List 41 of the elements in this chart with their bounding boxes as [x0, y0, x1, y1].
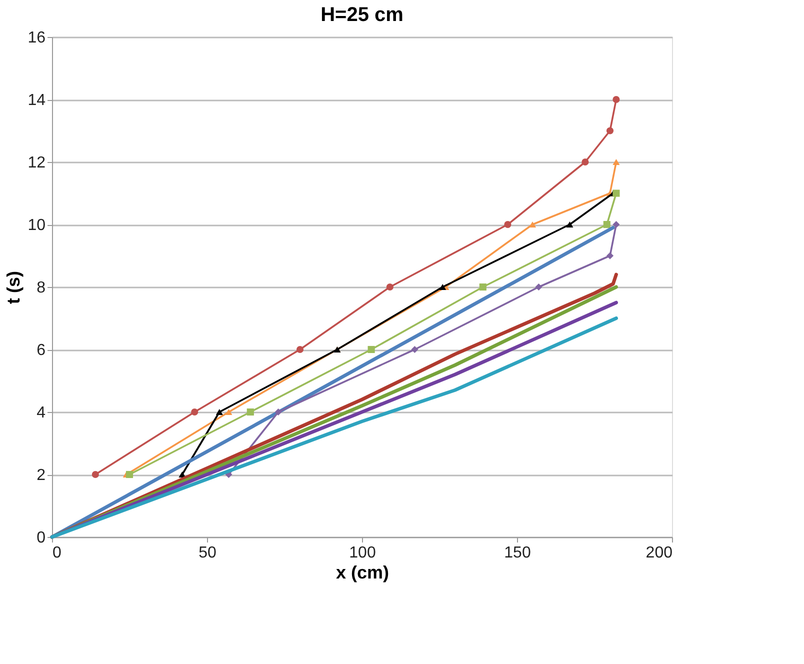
y-tick-label: 10 — [28, 217, 46, 234]
y-tick-label: 0 — [36, 530, 46, 546]
y-tick-label: 4 — [36, 404, 46, 422]
x-tick-label: 150 — [504, 544, 531, 562]
point — [92, 470, 99, 478]
point — [191, 408, 198, 416]
y-tick-label: 8 — [36, 280, 46, 296]
point — [368, 346, 375, 354]
x-tick-label: 0 — [52, 544, 62, 562]
x-tick-label: 100 — [349, 544, 376, 562]
y-tick-label: 6 — [36, 342, 46, 359]
x-tick-label: 50 — [198, 544, 216, 562]
chart-title: H=25 cm — [320, 4, 404, 26]
point — [479, 283, 486, 291]
point — [612, 190, 620, 197]
y-axis-title: t (s) — [4, 271, 24, 304]
point — [274, 408, 282, 416]
point — [566, 221, 574, 228]
point — [535, 283, 542, 291]
point — [606, 252, 614, 260]
point — [225, 408, 232, 416]
point — [439, 284, 446, 290]
point — [504, 220, 512, 228]
point — [411, 346, 418, 354]
y-tick-label: 16 — [28, 30, 46, 46]
point — [612, 96, 620, 104]
point — [606, 127, 614, 134]
y-tick-label: 12 — [28, 154, 46, 172]
point — [126, 470, 134, 478]
point — [296, 346, 304, 354]
point — [612, 158, 620, 166]
point — [246, 408, 254, 416]
y-tick-label: 14 — [28, 92, 46, 109]
point — [386, 283, 394, 291]
y-tick-label: 2 — [36, 467, 46, 484]
x-axis-title: x (cm) — [336, 562, 390, 582]
point — [582, 158, 589, 166]
point — [216, 408, 223, 416]
point — [603, 220, 610, 228]
x-tick-label: 200 — [646, 544, 673, 562]
point — [612, 220, 620, 228]
